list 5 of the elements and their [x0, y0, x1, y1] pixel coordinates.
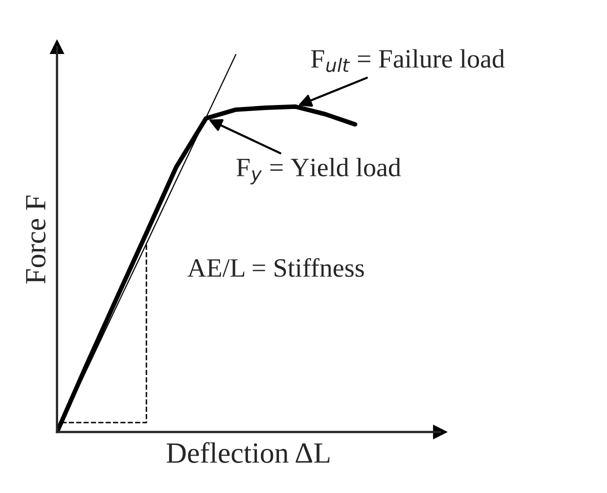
annotation: F$_{ult}$ = Failure load — [311, 49, 505, 72]
y-axis-title: Force F — [26, 196, 46, 284]
annotation: F$_{y}$ = Yield load — [236, 158, 401, 184]
x-axis-title: Deflection ΔL — [166, 442, 330, 463]
annotation: AE/L = Stiffness — [187, 258, 364, 277]
